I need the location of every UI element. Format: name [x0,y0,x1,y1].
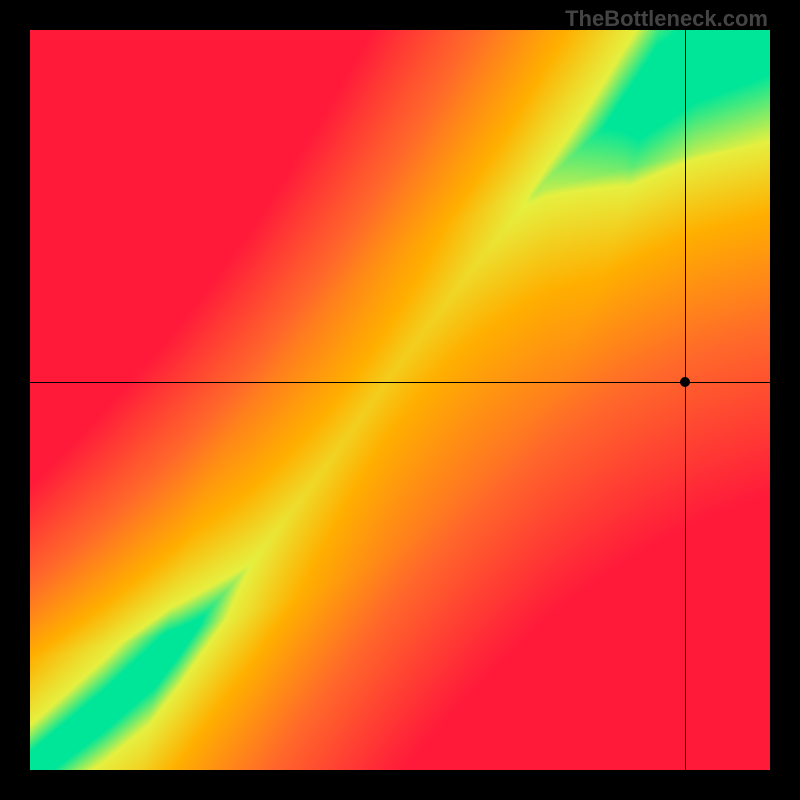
heatmap-chart [30,30,770,770]
heatmap-canvas [30,30,770,770]
crosshair-vertical [685,30,686,770]
watermark-text: TheBottleneck.com [565,6,768,32]
crosshair-horizontal [30,382,770,383]
crosshair-point [680,377,690,387]
